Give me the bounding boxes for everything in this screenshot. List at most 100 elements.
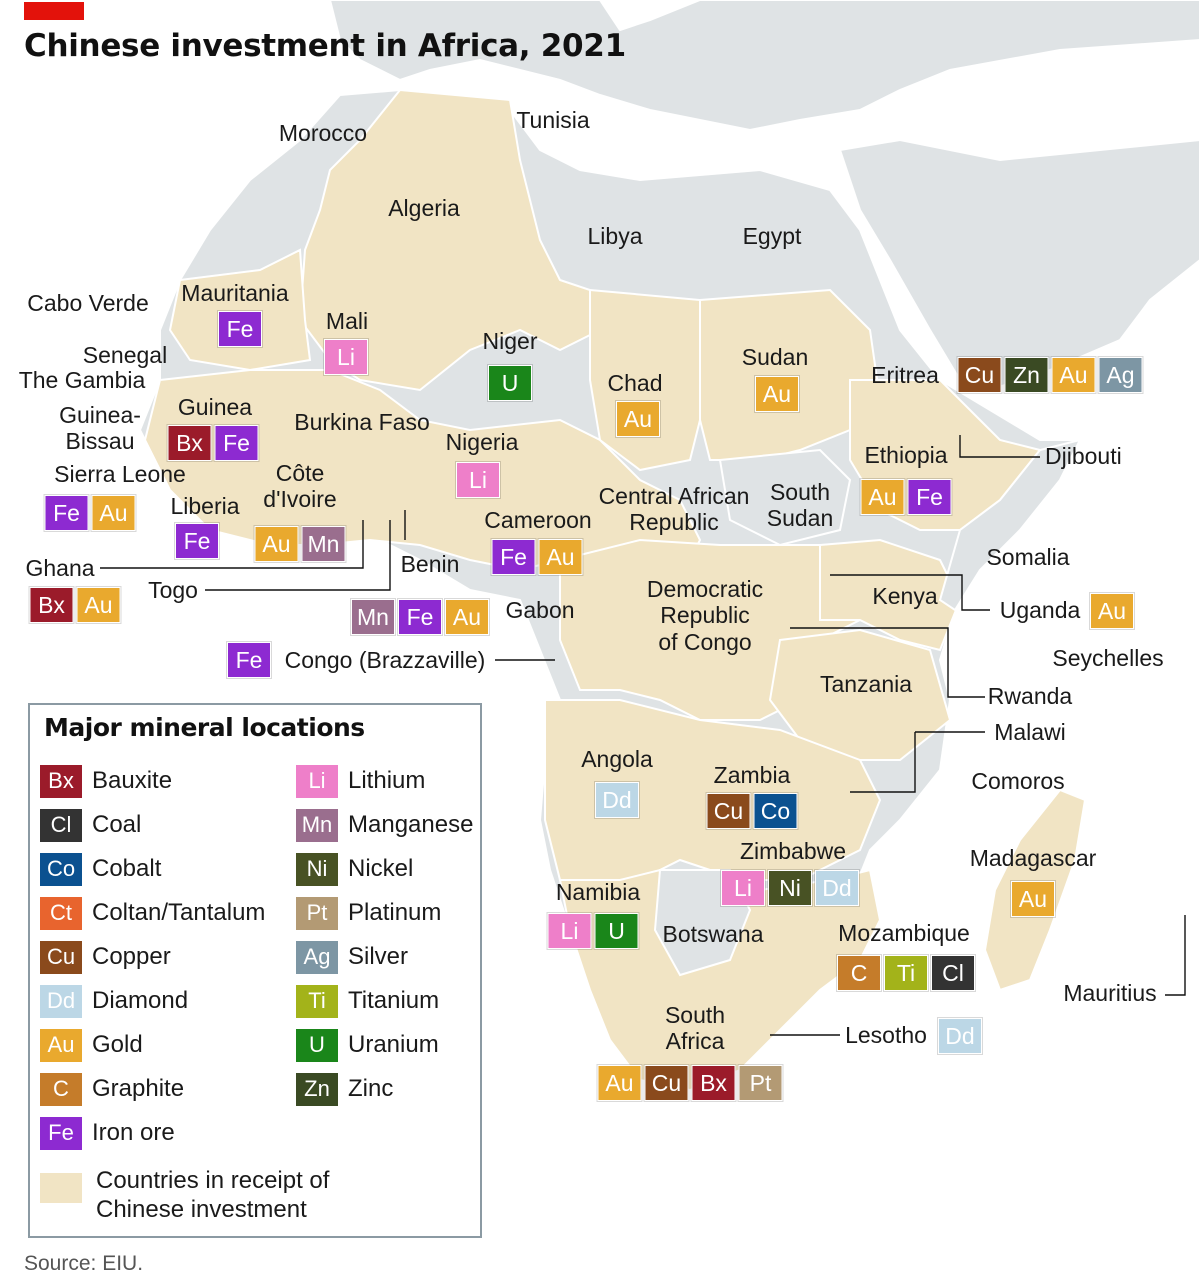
- mineral-badge-mn: Mn: [351, 599, 395, 635]
- mineral-badges-lesotho: Dd: [938, 1018, 982, 1054]
- mineral-badge-fe: Fe: [40, 1116, 82, 1150]
- mineral-badge-cu: Cu: [644, 1065, 689, 1101]
- country-label-south-sudan: South Sudan: [766, 479, 834, 532]
- legend-item-label: Silver: [348, 943, 409, 970]
- mineral-badge-au: Au: [76, 587, 121, 623]
- country-label-tunisia: Tunisia: [516, 107, 590, 133]
- mineral-badge-ni: Ni: [768, 870, 812, 906]
- mineral-badge-au: Au: [616, 401, 660, 437]
- mineral-badge-bx: Bx: [29, 587, 74, 623]
- mineral-badge-au: Au: [254, 526, 299, 562]
- legend-column-2: Li Lithium Mn Manganese Ni Nickel Pt Platinum Ag…: [296, 759, 473, 1111]
- country-label-cabo-verde: Cabo Verde: [27, 290, 149, 316]
- country-label-mauritania: Mauritania: [181, 280, 289, 306]
- country-label-nigeria: Nigeria: [445, 429, 519, 455]
- country-label-somalia: Somalia: [986, 544, 1070, 570]
- region-mauritania: [168, 248, 312, 372]
- legend-item-coal: Cl Coal: [40, 803, 265, 847]
- legend-item-label: Cobalt: [92, 855, 162, 882]
- country-label-malawi: Malawi: [994, 719, 1066, 745]
- mineral-badges-south-africa: Au Cu Bx Pt: [597, 1065, 783, 1101]
- legend-item-label: Bauxite: [92, 767, 173, 794]
- country-label-congo-brazzaville: Congo (Brazzaville): [284, 647, 486, 673]
- mineral-badge-dd: Dd: [815, 870, 859, 906]
- legend-item-label: Manganese: [348, 811, 474, 838]
- country-label-burkina-faso: Burkina Faso: [294, 409, 430, 435]
- country-label-guinea-bissau: Guinea- Bissau: [59, 402, 141, 455]
- mineral-badge-c: C: [837, 955, 881, 991]
- country-label-lesotho: Lesotho: [845, 1022, 927, 1048]
- legend-item-cobalt: Co Cobalt: [40, 847, 265, 891]
- legend-item-manganese: Mn Manganese: [296, 803, 473, 847]
- mineral-badge-dd: Dd: [938, 1018, 982, 1054]
- mineral-badges-ghana: Bx Au: [29, 587, 121, 623]
- mineral-badge-bx: Bx: [40, 764, 82, 798]
- legend-item-label: Platinum: [348, 899, 442, 926]
- mineral-badges-eritrea: Cu Zn Au Ag: [957, 357, 1143, 393]
- brand-red-tag: [24, 2, 84, 20]
- legend-item-lithium: Li Lithium: [296, 759, 473, 803]
- legend-item-iron-ore: Fe Iron ore: [40, 1111, 265, 1155]
- legend-item-label: Nickel: [348, 855, 414, 882]
- country-label-sudan: Sudan: [741, 344, 809, 370]
- mineral-badge-au: Au: [860, 479, 905, 515]
- region-south-sudan: [718, 448, 852, 547]
- mineral-badge-au: Au: [445, 599, 489, 635]
- country-label-niger: Niger: [482, 328, 538, 354]
- country-label-namibia: Namibia: [555, 879, 641, 905]
- mineral-badges-niger: U: [488, 365, 532, 401]
- country-label-mali: Mali: [325, 308, 369, 334]
- country-label-the-gambia: The Gambia: [18, 367, 146, 393]
- country-label-algeria: Algeria: [388, 195, 460, 221]
- legend-item-label: Gold: [92, 1031, 143, 1058]
- mineral-badge-au: Au: [597, 1065, 642, 1101]
- country-label-rwanda: Rwanda: [987, 683, 1073, 709]
- country-label-chad: Chad: [607, 370, 663, 396]
- country-label-libya: Libya: [587, 223, 643, 249]
- legend-item-copper: Cu Copper: [40, 935, 265, 979]
- mineral-badge-fe: Fe: [491, 539, 536, 575]
- mineral-badge-bx: Bx: [167, 425, 212, 461]
- europe-land: [328, 0, 1200, 132]
- legend-item-silver: Ag Silver: [296, 935, 473, 979]
- mineral-badge-u: U: [488, 365, 532, 401]
- mineral-badge-fe: Fe: [398, 599, 442, 635]
- arabia-land: [838, 138, 1200, 392]
- legend-item-diamond: Dd Diamond: [40, 979, 265, 1023]
- mineral-badge-au: Au: [538, 539, 583, 575]
- country-label-south-africa: South Africa: [664, 1002, 726, 1055]
- mineral-badges-madagascar: Au: [1011, 881, 1055, 917]
- legend-investment-swatch: [40, 1173, 82, 1203]
- source-note: Source: EIU.: [24, 1252, 144, 1275]
- mineral-badge-dd: Dd: [40, 984, 82, 1018]
- legend-item-nickel: Ni Nickel: [296, 847, 473, 891]
- mineral-badges-zimbabwe: Li Ni Dd: [721, 870, 859, 906]
- mineral-badge-zn: Zn: [1004, 357, 1049, 393]
- country-label-senegal: Senegal: [82, 342, 168, 368]
- mineral-badge-li: Li: [721, 870, 765, 906]
- mineral-badge-au: Au: [1011, 881, 1055, 917]
- legend-item-zinc: Zn Zinc: [296, 1067, 473, 1111]
- country-label-cameroon: Cameroon: [484, 507, 592, 533]
- mineral-badges-zambia: Cu Co: [706, 793, 798, 829]
- country-label-mozambique: Mozambique: [838, 920, 970, 946]
- mineral-badge-li: Li: [456, 462, 500, 498]
- mineral-badge-au: Au: [1051, 357, 1096, 393]
- mineral-badge-ti: Ti: [884, 955, 928, 991]
- region-kenya-uganda: [819, 538, 962, 652]
- mineral-badges-uganda: Au: [1090, 593, 1134, 629]
- mineral-badge-ni: Ni: [296, 852, 338, 886]
- legend-investment: Countries in receipt of Chinese investme…: [40, 1167, 396, 1225]
- legend-item-label: Copper: [92, 943, 171, 970]
- mineral-badge-cl: Cl: [931, 955, 975, 991]
- country-label-angola: Angola: [581, 746, 653, 772]
- mineral-badges-guinea: Bx Fe: [167, 425, 259, 461]
- mineral-badge-au: Au: [755, 376, 799, 412]
- mineral-badge-ti: Ti: [296, 984, 338, 1018]
- mineral-badge-c: C: [40, 1072, 82, 1106]
- legend-item-label: Uranium: [348, 1031, 439, 1058]
- country-label-sierra-leone: Sierra Leone: [54, 461, 186, 487]
- country-label-kenya: Kenya: [872, 583, 938, 609]
- country-label-morocco: Morocco: [278, 120, 368, 146]
